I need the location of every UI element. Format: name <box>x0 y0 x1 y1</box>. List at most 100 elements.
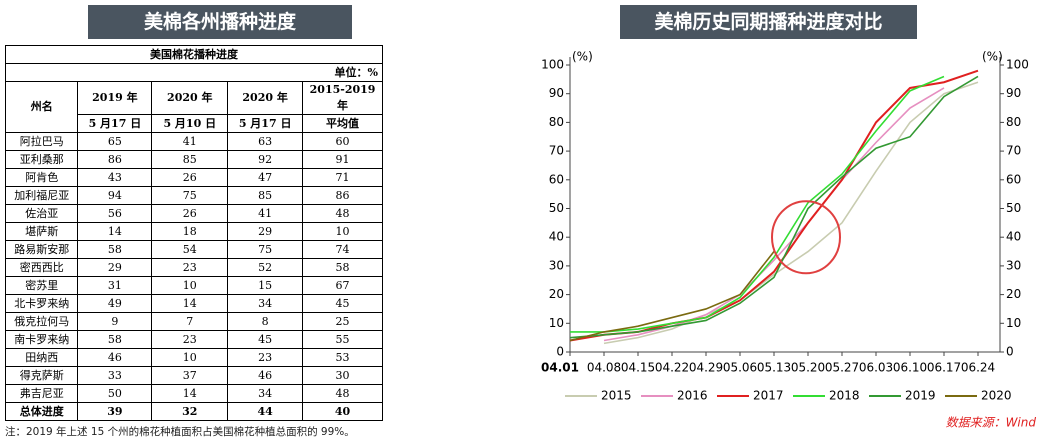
cell: 50 <box>77 384 153 403</box>
row: 亚利桑那 86 85 92 91 <box>4 150 383 169</box>
cell: 俄克拉何马 <box>4 312 79 331</box>
row: 州名 2019 年 2020 年 2020 年 2015-2019 年 <box>4 81 383 133</box>
cell: 52 <box>227 258 304 277</box>
cell: 14 <box>77 222 153 241</box>
cell: 10 <box>302 222 383 241</box>
y2-tick-label: 50 <box>1006 201 1021 215</box>
cell: 弗吉尼亚 <box>4 384 79 403</box>
cell: 56 <box>77 204 153 223</box>
x-tick-label: 06.24 <box>961 361 995 375</box>
line-series <box>603 87 945 342</box>
row: 俄克拉何马 9 7 8 25 <box>4 312 383 331</box>
x-tick-label: 04.29 <box>689 361 723 375</box>
y2-tick-label: 70 <box>1006 144 1021 158</box>
row: 田纳西 46 10 23 53 <box>4 348 383 367</box>
cell: 47 <box>227 168 304 187</box>
cell: 45 <box>227 330 304 349</box>
cell: 71 <box>302 168 383 187</box>
cell: 75 <box>227 240 304 259</box>
cell: 46 <box>227 366 304 385</box>
cell: 5 月17 日 <box>77 114 153 133</box>
y-tick-label: 90 <box>549 86 564 100</box>
cell: 39 <box>77 402 153 421</box>
cell: 23 <box>151 330 229 349</box>
y2-tick-label: 20 <box>1006 287 1021 301</box>
legend-label: 2020 <box>981 389 1012 403</box>
cell: 5 月10 日 <box>151 114 229 133</box>
chart: (%) (%) 0 10 20 30 40 50 60 70 80 90 100 0 10 20 30 40 50 6… <box>541 50 1036 430</box>
cell: 8 <box>227 312 304 331</box>
legend-label: 2016 <box>677 389 708 403</box>
cell: 平均值 <box>302 114 383 133</box>
cell: 37 <box>151 366 229 385</box>
cell: 94 <box>77 186 153 205</box>
cell: 58 <box>77 330 153 349</box>
y2-tick-label: 100 <box>1006 58 1029 72</box>
cell: 10 <box>151 348 229 367</box>
line-series <box>570 75 945 333</box>
y-tick-label: 50 <box>549 201 564 215</box>
y-tick-label: 80 <box>549 115 564 129</box>
x-tick-label: 05.27 <box>825 361 859 375</box>
cell: 州名 <box>4 81 79 133</box>
cell: 2015-2019 年 <box>302 81 383 115</box>
x-tick-label: 06.03 <box>859 361 893 375</box>
cell: 23 <box>227 348 304 367</box>
note: 注：2019 年上述 15 个州的棉花种植面积占美国棉花种植总面积的 99%。 <box>5 426 355 438</box>
cell: 41 <box>151 132 229 151</box>
cell: 15 <box>227 276 304 295</box>
y2-unit: (%) <box>982 50 1003 64</box>
row: 密苏里 31 10 15 67 <box>4 276 383 295</box>
cell: 30 <box>302 366 383 385</box>
cell: 46 <box>77 348 153 367</box>
row: 弗吉尼亚 50 14 34 48 <box>4 384 383 403</box>
y2-tick-label: 40 <box>1006 230 1021 244</box>
x-tick-label: 04.01 <box>541 361 579 375</box>
cell: 单位：% <box>5 63 383 82</box>
row: 路易斯安那 58 54 75 74 <box>4 240 383 259</box>
x-tick-label: 06.10 <box>893 361 927 375</box>
row: 单位：% <box>5 63 383 82</box>
cell: 9 <box>77 312 153 331</box>
row: 南卡罗来纳 58 23 45 55 <box>4 330 383 349</box>
legend-label: 2015 <box>601 389 632 403</box>
cell: 48 <box>302 384 383 403</box>
cell: 92 <box>227 150 304 169</box>
cell: 58 <box>77 240 153 259</box>
cell: 31 <box>77 276 153 295</box>
cell: 86 <box>302 186 383 205</box>
x-tick-label: 05.13 <box>757 361 791 375</box>
legend-label: 2019 <box>905 389 936 403</box>
cell: 60 <box>302 132 383 151</box>
cell: 63 <box>227 132 304 151</box>
cell: 佐治亚 <box>4 204 79 223</box>
cell: 得克萨斯 <box>4 366 79 385</box>
y2-tick-label: 10 <box>1006 316 1021 330</box>
x-tick-label: 05.06 <box>723 361 757 375</box>
y-tick-label: 70 <box>549 144 564 158</box>
cell: 85 <box>151 150 229 169</box>
cell: 29 <box>77 258 153 277</box>
cell: 91 <box>302 150 383 169</box>
cell: 总体进度 <box>4 402 79 421</box>
cell: 32 <box>151 402 229 421</box>
cell: 54 <box>151 240 229 259</box>
y2-tick-label: 90 <box>1006 86 1021 100</box>
cell: 58 <box>302 258 383 277</box>
legend-label: 2018 <box>829 389 860 403</box>
cell: 23 <box>151 258 229 277</box>
cell: 29 <box>227 222 304 241</box>
cell: 10 <box>151 276 229 295</box>
row: 得克萨斯 33 37 46 30 <box>4 366 383 385</box>
highlight-circle <box>771 200 841 275</box>
x-tick-label: 04.22 <box>655 361 689 375</box>
y-tick-label: 60 <box>549 172 564 186</box>
x-tick-label: 06.17 <box>927 361 961 375</box>
cell: 亚利桑那 <box>4 150 79 169</box>
x-tick-label: 04.15 <box>621 361 655 375</box>
cell: 密苏里 <box>4 276 79 295</box>
cell: 加利福尼亚 <box>4 186 79 205</box>
cell: 7 <box>151 312 229 331</box>
cell: 26 <box>151 204 229 223</box>
cell: 南卡罗来纳 <box>4 330 79 349</box>
